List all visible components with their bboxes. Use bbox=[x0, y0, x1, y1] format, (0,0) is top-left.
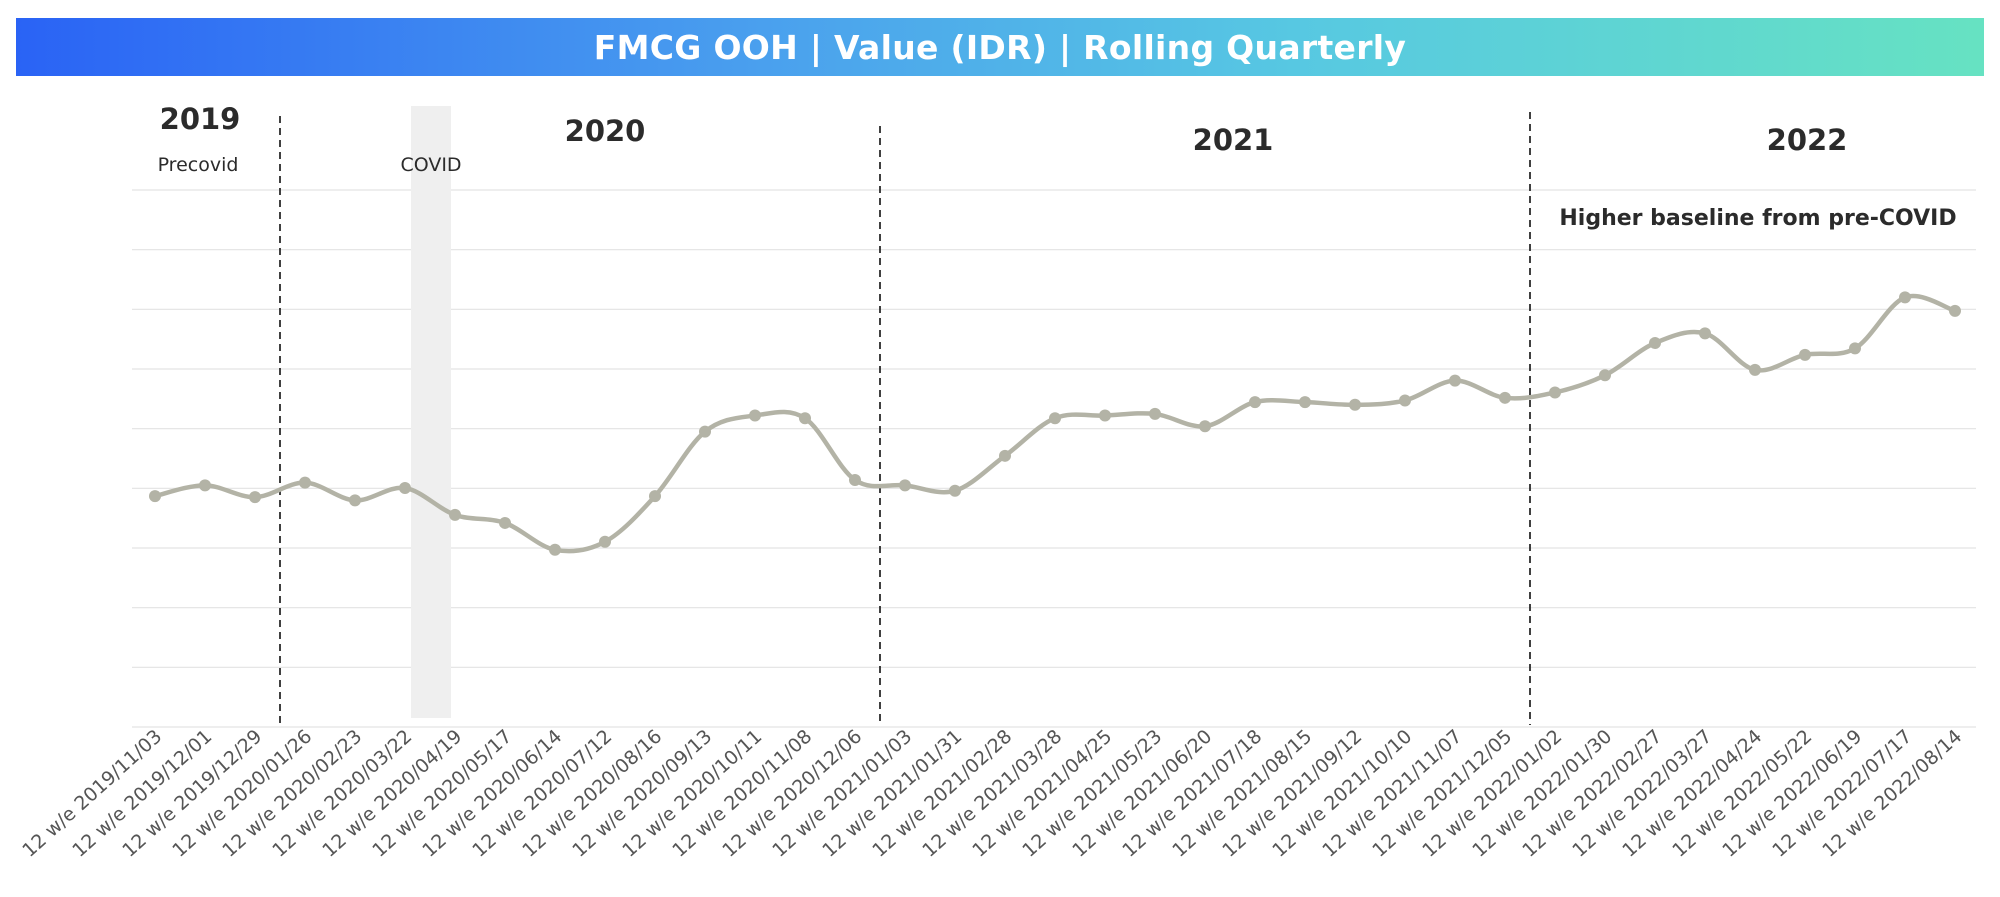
gridlines bbox=[132, 189, 1976, 728]
data-point bbox=[1749, 363, 1761, 376]
period-labels: 2019 2020 2021 2022 Precovid COVID Higher base… bbox=[158, 102, 1957, 231]
data-point bbox=[449, 508, 461, 521]
data-point bbox=[899, 479, 911, 492]
covid-label: COVID bbox=[400, 154, 461, 176]
data-point bbox=[549, 543, 561, 556]
chart-title-bar: FMCG OOH | Value (IDR) | Rolling Quarter… bbox=[16, 18, 1984, 76]
data-point bbox=[1299, 396, 1311, 409]
data-point bbox=[1399, 394, 1411, 407]
chart-title: FMCG OOH | Value (IDR) | Rolling Quarter… bbox=[593, 27, 1407, 67]
data-point bbox=[1099, 409, 1111, 422]
data-point bbox=[299, 476, 311, 489]
data-point bbox=[1499, 391, 1511, 404]
data-point bbox=[949, 484, 961, 497]
data-point bbox=[849, 473, 861, 486]
data-point bbox=[149, 490, 161, 503]
data-point bbox=[1249, 396, 1261, 409]
data-point bbox=[1949, 304, 1961, 317]
data-point bbox=[499, 516, 511, 529]
period-year-2020: 2020 bbox=[565, 114, 646, 148]
data-point bbox=[649, 490, 661, 503]
data-point bbox=[1649, 337, 1661, 350]
precovid-label: Precovid bbox=[158, 154, 239, 176]
period-year-2022: 2022 bbox=[1767, 123, 1848, 157]
data-point bbox=[1799, 348, 1811, 361]
annotation-higher-baseline: Higher baseline from pre-COVID bbox=[1559, 206, 1956, 231]
data-point bbox=[1899, 291, 1911, 304]
data-point bbox=[1849, 342, 1861, 355]
data-point bbox=[999, 449, 1011, 462]
data-point bbox=[1599, 369, 1611, 382]
data-points bbox=[149, 291, 1961, 556]
data-point bbox=[1449, 374, 1461, 387]
data-point bbox=[1149, 407, 1161, 420]
data-point bbox=[599, 535, 611, 548]
data-point bbox=[799, 412, 811, 425]
data-point bbox=[249, 491, 261, 504]
period-year-2019: 2019 bbox=[160, 102, 241, 136]
data-point bbox=[699, 425, 711, 438]
data-point bbox=[199, 479, 211, 492]
data-point bbox=[749, 409, 761, 422]
data-point bbox=[1199, 420, 1211, 433]
data-point bbox=[399, 482, 411, 495]
data-point bbox=[1349, 398, 1361, 411]
period-dividers bbox=[279, 112, 1531, 725]
data-point bbox=[349, 494, 361, 507]
period-year-2021: 2021 bbox=[1193, 123, 1274, 157]
data-point bbox=[1699, 327, 1711, 340]
covid-shaded-band bbox=[411, 106, 451, 718]
data-point bbox=[1549, 386, 1561, 399]
data-point bbox=[1049, 412, 1061, 425]
